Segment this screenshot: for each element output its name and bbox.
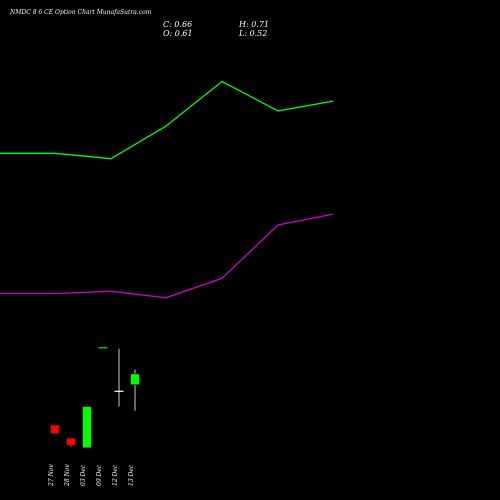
candle-up-body	[130, 373, 140, 386]
lower-band-line	[0, 213, 334, 299]
close-value: C: 0.66	[163, 20, 193, 29]
candle-down-body	[66, 437, 76, 446]
candle-down-body	[50, 424, 60, 434]
upper-band-line	[0, 80, 334, 160]
x-tick-label: 09 Dec	[96, 464, 103, 486]
x-tick-label: 28 Nov	[64, 464, 71, 487]
low-value: L: 0.52	[239, 29, 268, 38]
x-tick-label: 12 Dec	[112, 464, 119, 486]
x-tick-label: 03 Dec	[80, 464, 87, 486]
high-value: H: 0.71	[239, 20, 270, 29]
candle-up-body	[82, 406, 92, 449]
x-tick-label: 13 Dec	[128, 464, 135, 486]
x-tick-label: 27 Nov	[48, 464, 55, 487]
open-value: O: 0.61	[163, 29, 193, 38]
chart-title: NMDC 8 6 CE Option Chart MunafaSutra.com	[10, 9, 152, 16]
